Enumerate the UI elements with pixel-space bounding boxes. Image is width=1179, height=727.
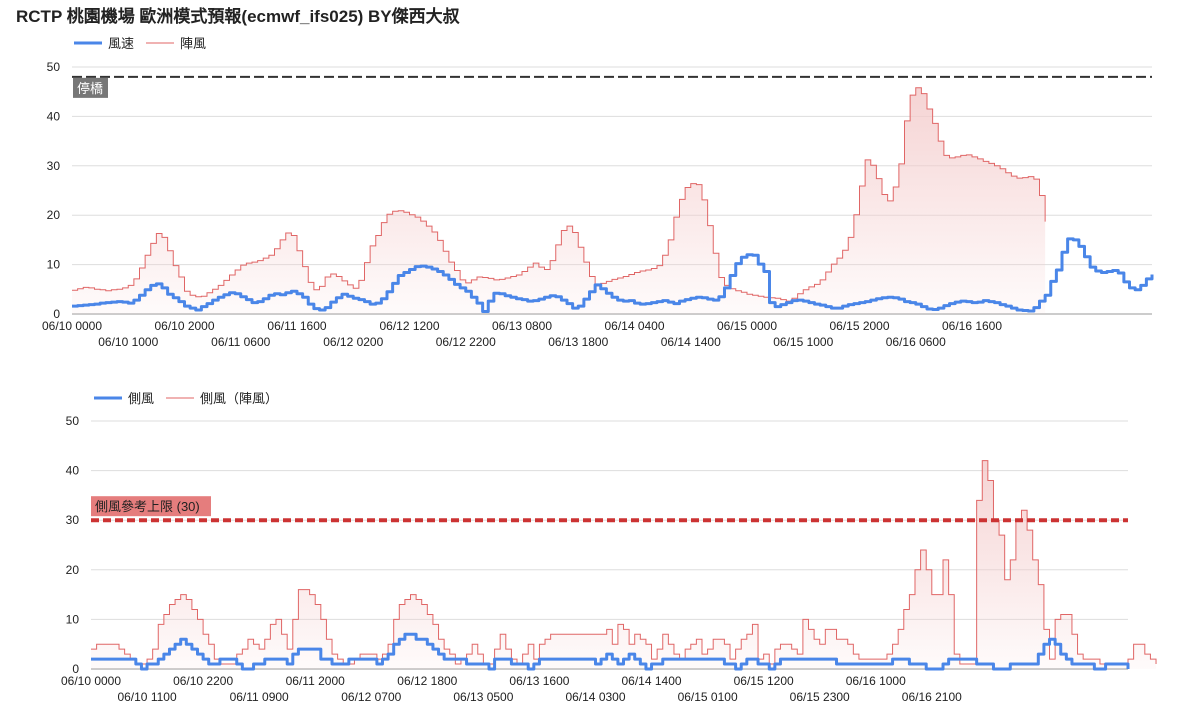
x-tick-label: 06/16 1000 [846,674,906,688]
x-tick-label: 06/14 0300 [565,690,625,704]
y-tick-label: 10 [66,612,80,626]
crosswind-chart: 0 10 20 30 40 50 側風參考上限 (30) 06/10 0000 06/10 22… [61,391,1157,704]
legend-label: 側風（陣風） [200,391,278,406]
x-tick-label: 06/10 2000 [154,319,214,333]
y-tick-label: 50 [47,60,61,74]
x-tick-label: 06/12 1800 [397,674,457,688]
y-tick-label: 30 [66,513,80,527]
x-tick-label: 06/15 2000 [829,319,889,333]
x-tick-label: 06/10 1100 [117,690,176,704]
x-tick-label: 06/13 1600 [509,674,569,688]
x-tick-label: 06/15 0100 [678,690,738,704]
sustained-series-line [72,237,1154,314]
x-tick-label: 06/16 1600 [942,319,1002,333]
legend-label: 側風 [128,391,154,406]
y-tick-label: 0 [53,307,60,321]
x-tick-label: 06/10 1000 [98,335,158,349]
y-tick-label: 0 [72,662,79,676]
x-tick-label: 06/12 2200 [436,335,496,349]
reference-label: 停橋 [77,81,103,96]
x-tick-label: 06/14 1400 [622,674,682,688]
x-tick-label: 06/14 0400 [604,319,664,333]
x-tick-label: 06/15 1200 [734,674,794,688]
x-tick-label: 06/13 0500 [453,690,513,704]
y-tick-label: 40 [47,109,61,123]
gust-area-fill [72,87,1046,314]
x-tick-label: 06/12 0700 [341,690,401,704]
y-tick-label: 20 [66,563,80,577]
gust-series-line [72,87,1046,302]
x-tick-label: 06/16 2100 [902,690,962,704]
legend-label: 陣風 [180,36,206,51]
x-tick-label: 06/14 1400 [661,335,721,349]
x-tick-label: 06/10 0000 [42,319,102,333]
sustained-series-line [91,632,1130,671]
x-tick-label: 06/12 0200 [323,335,383,349]
x-tick-label: 06/15 1000 [773,335,833,349]
x-tick-label: 06/16 0600 [886,335,946,349]
page-title: RCTP 桃園機場 歐洲模式預報(ecmwf_ifs025) BY傑西大叔 [16,7,460,26]
x-tick-label: 06/15 2300 [790,690,850,704]
reference-label: 側風參考上限 (30) [95,499,200,514]
x-tick-label: 06/11 0600 [211,335,270,349]
y-tick-label: 20 [47,208,61,222]
x-tick-label: 06/11 0900 [230,690,289,704]
x-tick-label: 06/13 0800 [492,319,552,333]
x-tick-label: 06/11 2000 [286,674,345,688]
y-tick-label: 50 [66,414,80,428]
gust-series-line [91,460,1157,665]
x-tick-label: 06/15 0000 [717,319,777,333]
x-tick-label: 06/12 1200 [379,319,439,333]
reference-label-box [91,496,211,517]
gust-area-fill [91,460,1157,669]
y-tick-label: 30 [47,159,61,173]
x-tick-label: 06/10 0000 [61,674,121,688]
x-tick-label: 06/13 1800 [548,335,608,349]
x-tick-label: 06/11 1600 [267,319,326,333]
wind-speed-chart: 0 10 20 30 40 50 停橋 06/10 0000 06/10 2000 06/11 1… [42,36,1154,349]
y-tick-label: 40 [66,464,80,478]
legend-label: 風速 [108,36,134,51]
y-tick-label: 10 [47,258,61,272]
reference-label-box [73,77,108,98]
x-tick-label: 06/10 2200 [173,674,233,688]
